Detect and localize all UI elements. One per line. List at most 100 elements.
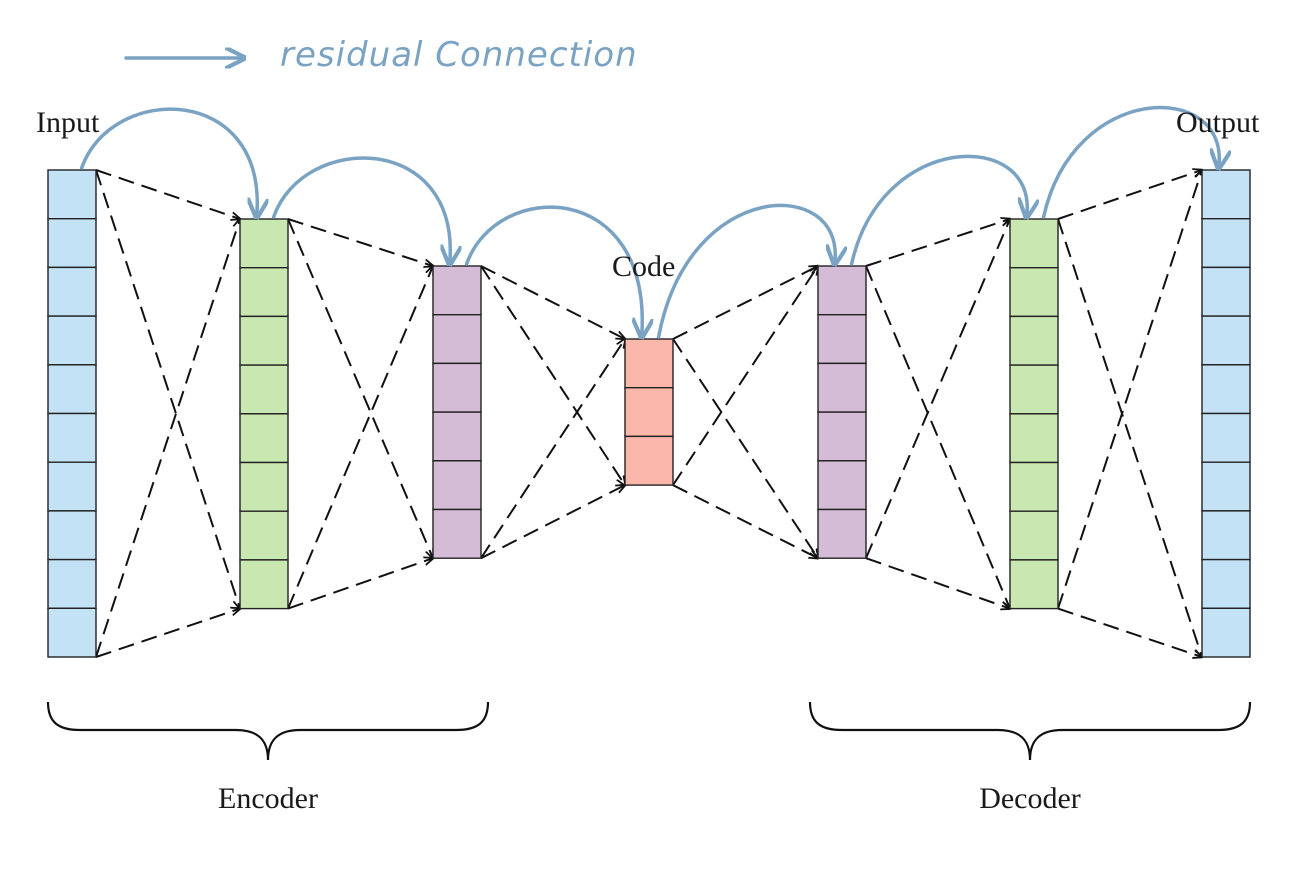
- connections: [95, 169, 1202, 658]
- layer-decoder-hidden-2: [1009, 218, 1059, 610]
- residual-connections: [79, 105, 1220, 339]
- connection-cross-up: [1057, 170, 1202, 609]
- layer-cell: [239, 413, 289, 464]
- connection-top: [1057, 170, 1202, 220]
- connection-cross-down: [865, 265, 1010, 609]
- connection-cross-down: [480, 265, 625, 485]
- layer-decoder-hidden-1: [817, 265, 867, 559]
- layer-cell: [1201, 510, 1251, 561]
- layer-cell: [817, 411, 867, 462]
- layer-cell: [1201, 169, 1251, 220]
- layer-cell: [239, 315, 289, 366]
- connection-bottom: [672, 484, 818, 558]
- layer-input: [47, 169, 97, 658]
- connection-cross-down: [287, 218, 433, 558]
- connection-bottom: [1057, 607, 1202, 657]
- legend: residual Connection: [124, 35, 637, 75]
- layer-cell: [239, 510, 289, 561]
- residual-arrow: [271, 156, 451, 262]
- layer-cell: [1009, 218, 1059, 269]
- layer-cell: [432, 265, 482, 316]
- layer-cell: [47, 558, 97, 609]
- connection-bottom: [287, 558, 433, 610]
- layer-cell: [47, 607, 97, 658]
- layer-cell: [47, 412, 97, 463]
- connection-top: [672, 266, 818, 340]
- layer-cell: [47, 266, 97, 317]
- layer-cell: [239, 461, 289, 512]
- layer-cell: [817, 508, 867, 559]
- connection-cross-up: [480, 339, 625, 559]
- layer-cell: [1201, 266, 1251, 317]
- layer-cell: [624, 435, 674, 486]
- layer-output: [1201, 169, 1251, 658]
- layer-cell: [1009, 364, 1059, 415]
- layer-cell: [239, 559, 289, 610]
- connection-bottom: [865, 557, 1010, 608]
- layer-cell: [1009, 413, 1059, 464]
- layer-cell: [817, 265, 867, 316]
- layer-code: [624, 338, 674, 486]
- layer-cell: [1201, 461, 1251, 512]
- connection-cross-down: [672, 338, 818, 558]
- layer-cell: [432, 460, 482, 511]
- layer-cell: [1201, 412, 1251, 463]
- layer-encoder-hidden-2: [432, 265, 482, 559]
- encoder-brace: [46, 701, 490, 761]
- connection-top: [95, 169, 240, 219]
- connection-cross-up: [672, 266, 818, 486]
- layer-cell: [624, 387, 674, 438]
- layer-cell: [47, 510, 97, 561]
- layer-cell: [47, 461, 97, 512]
- residual-arrow: [1041, 105, 1220, 219]
- output-label: Output: [1176, 106, 1260, 139]
- connection-bottom: [480, 485, 625, 560]
- layer-cell: [1009, 315, 1059, 366]
- residual-arrow: [79, 107, 258, 215]
- connection-top: [287, 218, 433, 266]
- layer-cell: [1201, 217, 1251, 269]
- encoder-label: Encoder: [218, 782, 318, 815]
- connection-cross-up: [95, 219, 240, 658]
- layer-cell: [817, 362, 867, 413]
- connection-cross-down: [1057, 218, 1202, 657]
- layer-cell: [817, 460, 867, 511]
- layer-cell: [47, 169, 97, 220]
- layer-cell: [239, 364, 289, 415]
- connection-cross-up: [865, 219, 1010, 559]
- layer-cell: [624, 338, 674, 389]
- layer-cell: [817, 314, 867, 365]
- layer-cell: [1009, 267, 1059, 318]
- layer-encoder-hidden-1: [239, 218, 289, 610]
- input-label: Input: [36, 106, 100, 139]
- connection-top: [480, 265, 625, 339]
- decoder-brace: [808, 701, 1252, 761]
- residual-arrow: [464, 205, 643, 335]
- connection-bottom: [95, 609, 240, 658]
- code-label: Code: [612, 250, 675, 283]
- layer-cell: [432, 314, 482, 365]
- layer-cell: [47, 364, 97, 415]
- connection-top: [865, 219, 1010, 267]
- layer-cell: [432, 362, 482, 413]
- residual-arrow: [656, 203, 836, 339]
- layer-cell: [1009, 510, 1059, 561]
- layer-cell: [1201, 558, 1251, 609]
- connection-cross-down: [95, 169, 240, 609]
- residual-arrow: [849, 154, 1028, 266]
- layers: [47, 169, 1251, 658]
- decoder-label: Decoder: [979, 782, 1081, 815]
- layer-cell: [47, 315, 97, 366]
- layer-cell: [432, 411, 482, 462]
- layer-cell: [47, 217, 97, 269]
- layer-cell: [1201, 364, 1251, 415]
- layer-cell: [1201, 315, 1251, 366]
- layer-cell: [1201, 607, 1251, 658]
- layer-cell: [239, 218, 289, 269]
- connection-cross-up: [287, 266, 433, 609]
- layer-cell: [1009, 559, 1059, 610]
- layer-cell: [1009, 461, 1059, 512]
- layer-cell: [239, 267, 289, 318]
- layer-cell: [432, 508, 482, 559]
